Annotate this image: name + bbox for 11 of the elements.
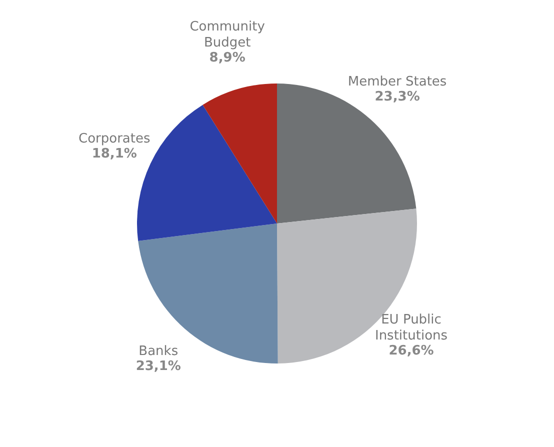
pie-slice xyxy=(202,84,277,224)
data-label: 23,3% xyxy=(374,90,420,105)
data-label: 26,6% xyxy=(388,343,434,358)
data-label: 18,1% xyxy=(92,146,137,162)
slice-label: Member States xyxy=(348,74,447,90)
slice-label: Corporates xyxy=(78,131,150,146)
slice-label: Community Budget xyxy=(190,19,266,50)
slice-label: Banks xyxy=(138,344,178,359)
data-label: 8,9% xyxy=(209,50,246,66)
slice-label: EU Public Institutions xyxy=(374,312,448,344)
data-label: 23,1% xyxy=(136,358,181,374)
